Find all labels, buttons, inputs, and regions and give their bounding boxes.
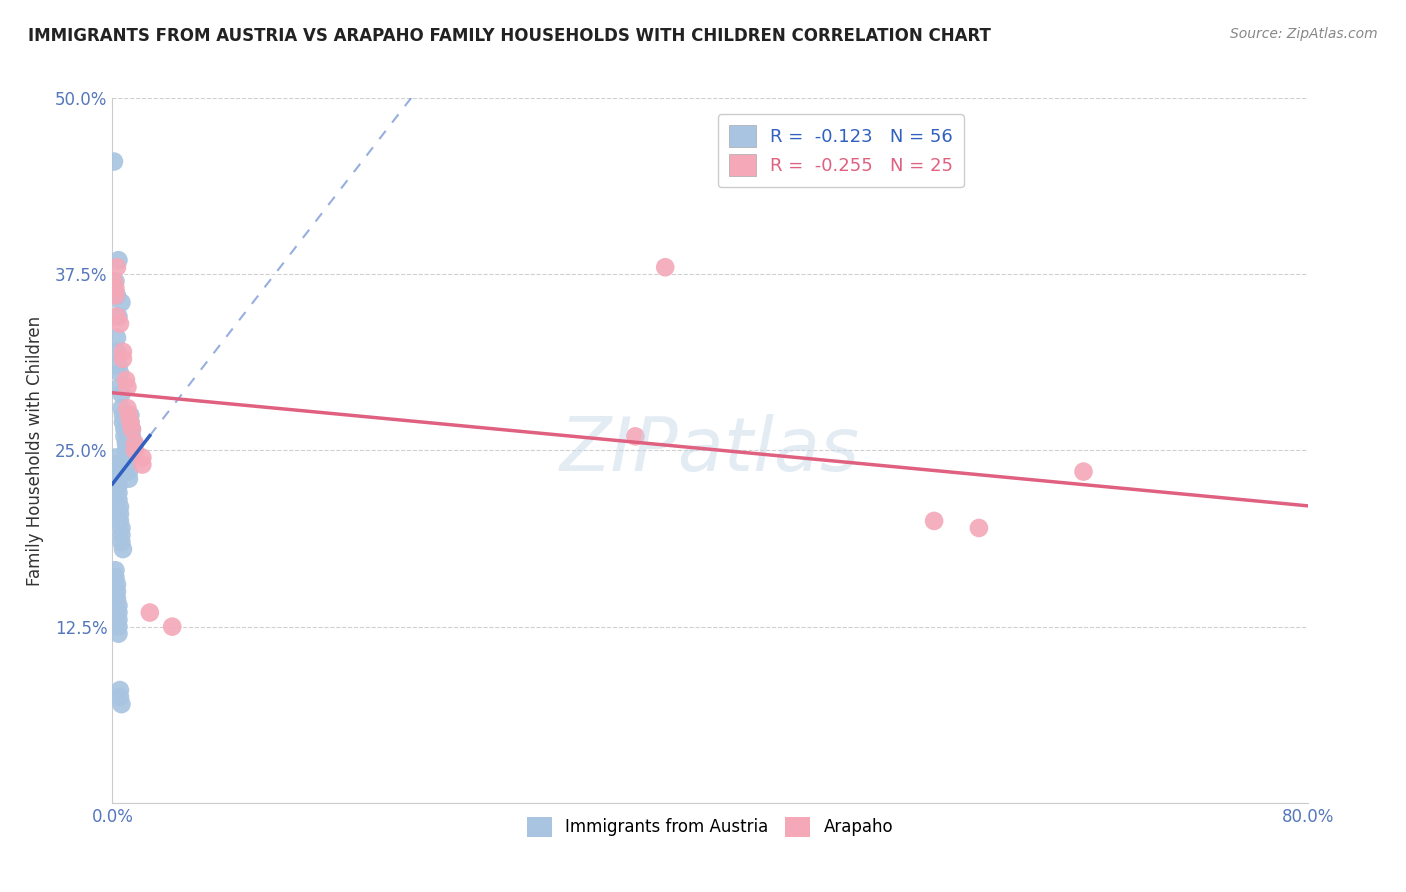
Point <box>105 591 128 606</box>
Point <box>105 260 128 275</box>
Point <box>108 507 131 521</box>
Point <box>122 443 145 458</box>
Point <box>110 535 132 549</box>
Point <box>105 465 128 479</box>
Point <box>1073 465 1095 479</box>
Point <box>121 422 143 436</box>
Point <box>118 472 141 486</box>
Point <box>114 422 135 436</box>
Point <box>107 613 129 627</box>
Point <box>118 465 141 479</box>
Point <box>117 401 139 416</box>
Point <box>105 472 128 486</box>
Point <box>107 619 129 633</box>
Point <box>124 443 146 458</box>
Point <box>131 450 153 465</box>
Point <box>107 359 129 373</box>
Legend: Immigrants from Austria, Arapaho: Immigrants from Austria, Arapaho <box>520 810 900 844</box>
Point <box>107 478 129 492</box>
Point <box>105 331 128 345</box>
Point <box>108 366 131 380</box>
Point <box>108 380 131 394</box>
Point <box>110 697 132 711</box>
Point <box>105 344 128 359</box>
Point <box>124 436 146 450</box>
Point <box>105 310 128 324</box>
Point <box>103 274 125 288</box>
Point <box>121 422 143 436</box>
Point <box>111 542 134 557</box>
Point <box>107 310 129 324</box>
Point <box>110 528 132 542</box>
Point <box>131 458 153 472</box>
Point <box>121 429 143 443</box>
Point <box>104 563 127 577</box>
Point <box>115 443 138 458</box>
Point <box>103 154 125 169</box>
Point <box>105 288 128 302</box>
Point <box>110 401 132 416</box>
Point <box>162 619 183 633</box>
Point <box>139 606 162 620</box>
Point <box>110 295 132 310</box>
Point <box>120 415 142 429</box>
Point <box>110 387 132 401</box>
Point <box>967 521 990 535</box>
Point <box>118 408 141 422</box>
Point <box>108 683 131 698</box>
Point <box>104 450 127 465</box>
Point <box>107 253 129 268</box>
Point <box>107 606 129 620</box>
Point <box>122 436 145 450</box>
Point <box>108 690 131 705</box>
Point <box>110 521 132 535</box>
Point <box>107 485 129 500</box>
Point <box>922 514 945 528</box>
Point <box>104 281 127 295</box>
Point <box>654 260 676 275</box>
Point <box>105 584 128 599</box>
Point <box>115 373 138 387</box>
Point <box>120 408 142 422</box>
Point <box>117 450 139 465</box>
Point <box>104 288 127 302</box>
Point <box>108 500 131 514</box>
Point <box>107 492 129 507</box>
Point <box>111 344 134 359</box>
Point <box>111 415 134 429</box>
Point <box>117 458 139 472</box>
Text: Source: ZipAtlas.com: Source: ZipAtlas.com <box>1230 27 1378 41</box>
Point <box>624 429 647 443</box>
Point <box>120 415 142 429</box>
Point <box>104 570 127 584</box>
Point <box>115 436 138 450</box>
Point <box>108 514 131 528</box>
Point <box>107 599 129 613</box>
Point <box>107 626 129 640</box>
Point <box>111 351 134 366</box>
Text: IMMIGRANTS FROM AUSTRIA VS ARAPAHO FAMILY HOUSEHOLDS WITH CHILDREN CORRELATION C: IMMIGRANTS FROM AUSTRIA VS ARAPAHO FAMIL… <box>28 27 991 45</box>
Point <box>111 408 134 422</box>
Point <box>105 577 128 591</box>
Text: ZIPatlas: ZIPatlas <box>560 415 860 486</box>
Point <box>117 380 139 394</box>
Point <box>108 317 131 331</box>
Point <box>114 429 135 443</box>
Y-axis label: Family Households with Children: Family Households with Children <box>25 316 44 585</box>
Point <box>104 274 127 288</box>
Point <box>104 458 127 472</box>
